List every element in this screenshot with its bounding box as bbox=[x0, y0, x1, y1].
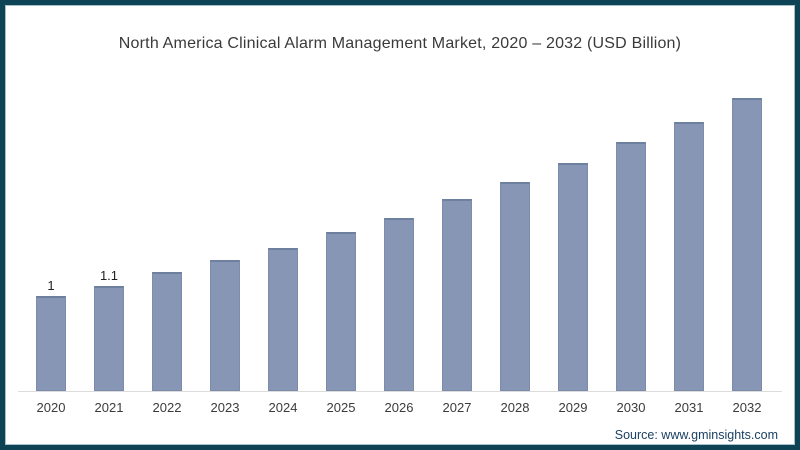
bar bbox=[268, 248, 298, 391]
bar bbox=[326, 231, 356, 391]
bar-column bbox=[196, 81, 254, 391]
bar bbox=[674, 122, 704, 391]
bar-column bbox=[138, 81, 196, 391]
bar-column: 1 bbox=[22, 81, 80, 391]
bar-value-label: 1.1 bbox=[99, 268, 119, 284]
bar-column bbox=[660, 81, 718, 391]
x-axis-labels: 2020 2021 2022 2023 2024 2025 2026 2027 2028 2029… bbox=[22, 400, 776, 415]
bar bbox=[500, 182, 530, 391]
bar bbox=[384, 217, 414, 391]
bar bbox=[210, 260, 240, 391]
x-axis-label: 2029 bbox=[558, 400, 588, 415]
bar-column bbox=[254, 81, 312, 391]
bar-column: 1.1 bbox=[80, 81, 138, 391]
x-axis-label: 2022 bbox=[152, 400, 182, 415]
x-axis-label: 2032 bbox=[732, 400, 762, 415]
x-axis-line bbox=[18, 391, 782, 392]
bar bbox=[94, 286, 124, 391]
bar bbox=[152, 271, 182, 391]
x-axis-label: 2030 bbox=[616, 400, 646, 415]
x-axis-label: 2028 bbox=[500, 400, 530, 415]
bar-column bbox=[312, 81, 370, 391]
bar-column bbox=[370, 81, 428, 391]
chart-title: North America Clinical Alarm Management … bbox=[118, 35, 682, 52]
x-axis-label: 2027 bbox=[442, 400, 472, 415]
x-axis-label: 2031 bbox=[674, 400, 704, 415]
bars-container: 1 1.1 bbox=[22, 81, 776, 391]
bar bbox=[558, 163, 588, 391]
x-axis-label: 2023 bbox=[210, 400, 240, 415]
x-axis-label: 2020 bbox=[36, 400, 66, 415]
bar-column bbox=[544, 81, 602, 391]
x-axis-label: 2021 bbox=[94, 400, 124, 415]
bar bbox=[732, 98, 762, 391]
bar-column bbox=[602, 81, 660, 391]
bar bbox=[442, 199, 472, 391]
x-axis-label: 2026 bbox=[384, 400, 414, 415]
source-attribution: Source: www.gminsights.com bbox=[614, 428, 778, 442]
bar bbox=[36, 295, 66, 391]
bar-value-label: 1 bbox=[47, 277, 55, 293]
bar-column bbox=[486, 81, 544, 391]
bar-column bbox=[718, 81, 776, 391]
x-axis-label: 2025 bbox=[326, 400, 356, 415]
x-axis-label: 2024 bbox=[268, 400, 298, 415]
bar-column bbox=[428, 81, 486, 391]
bar bbox=[616, 142, 646, 391]
